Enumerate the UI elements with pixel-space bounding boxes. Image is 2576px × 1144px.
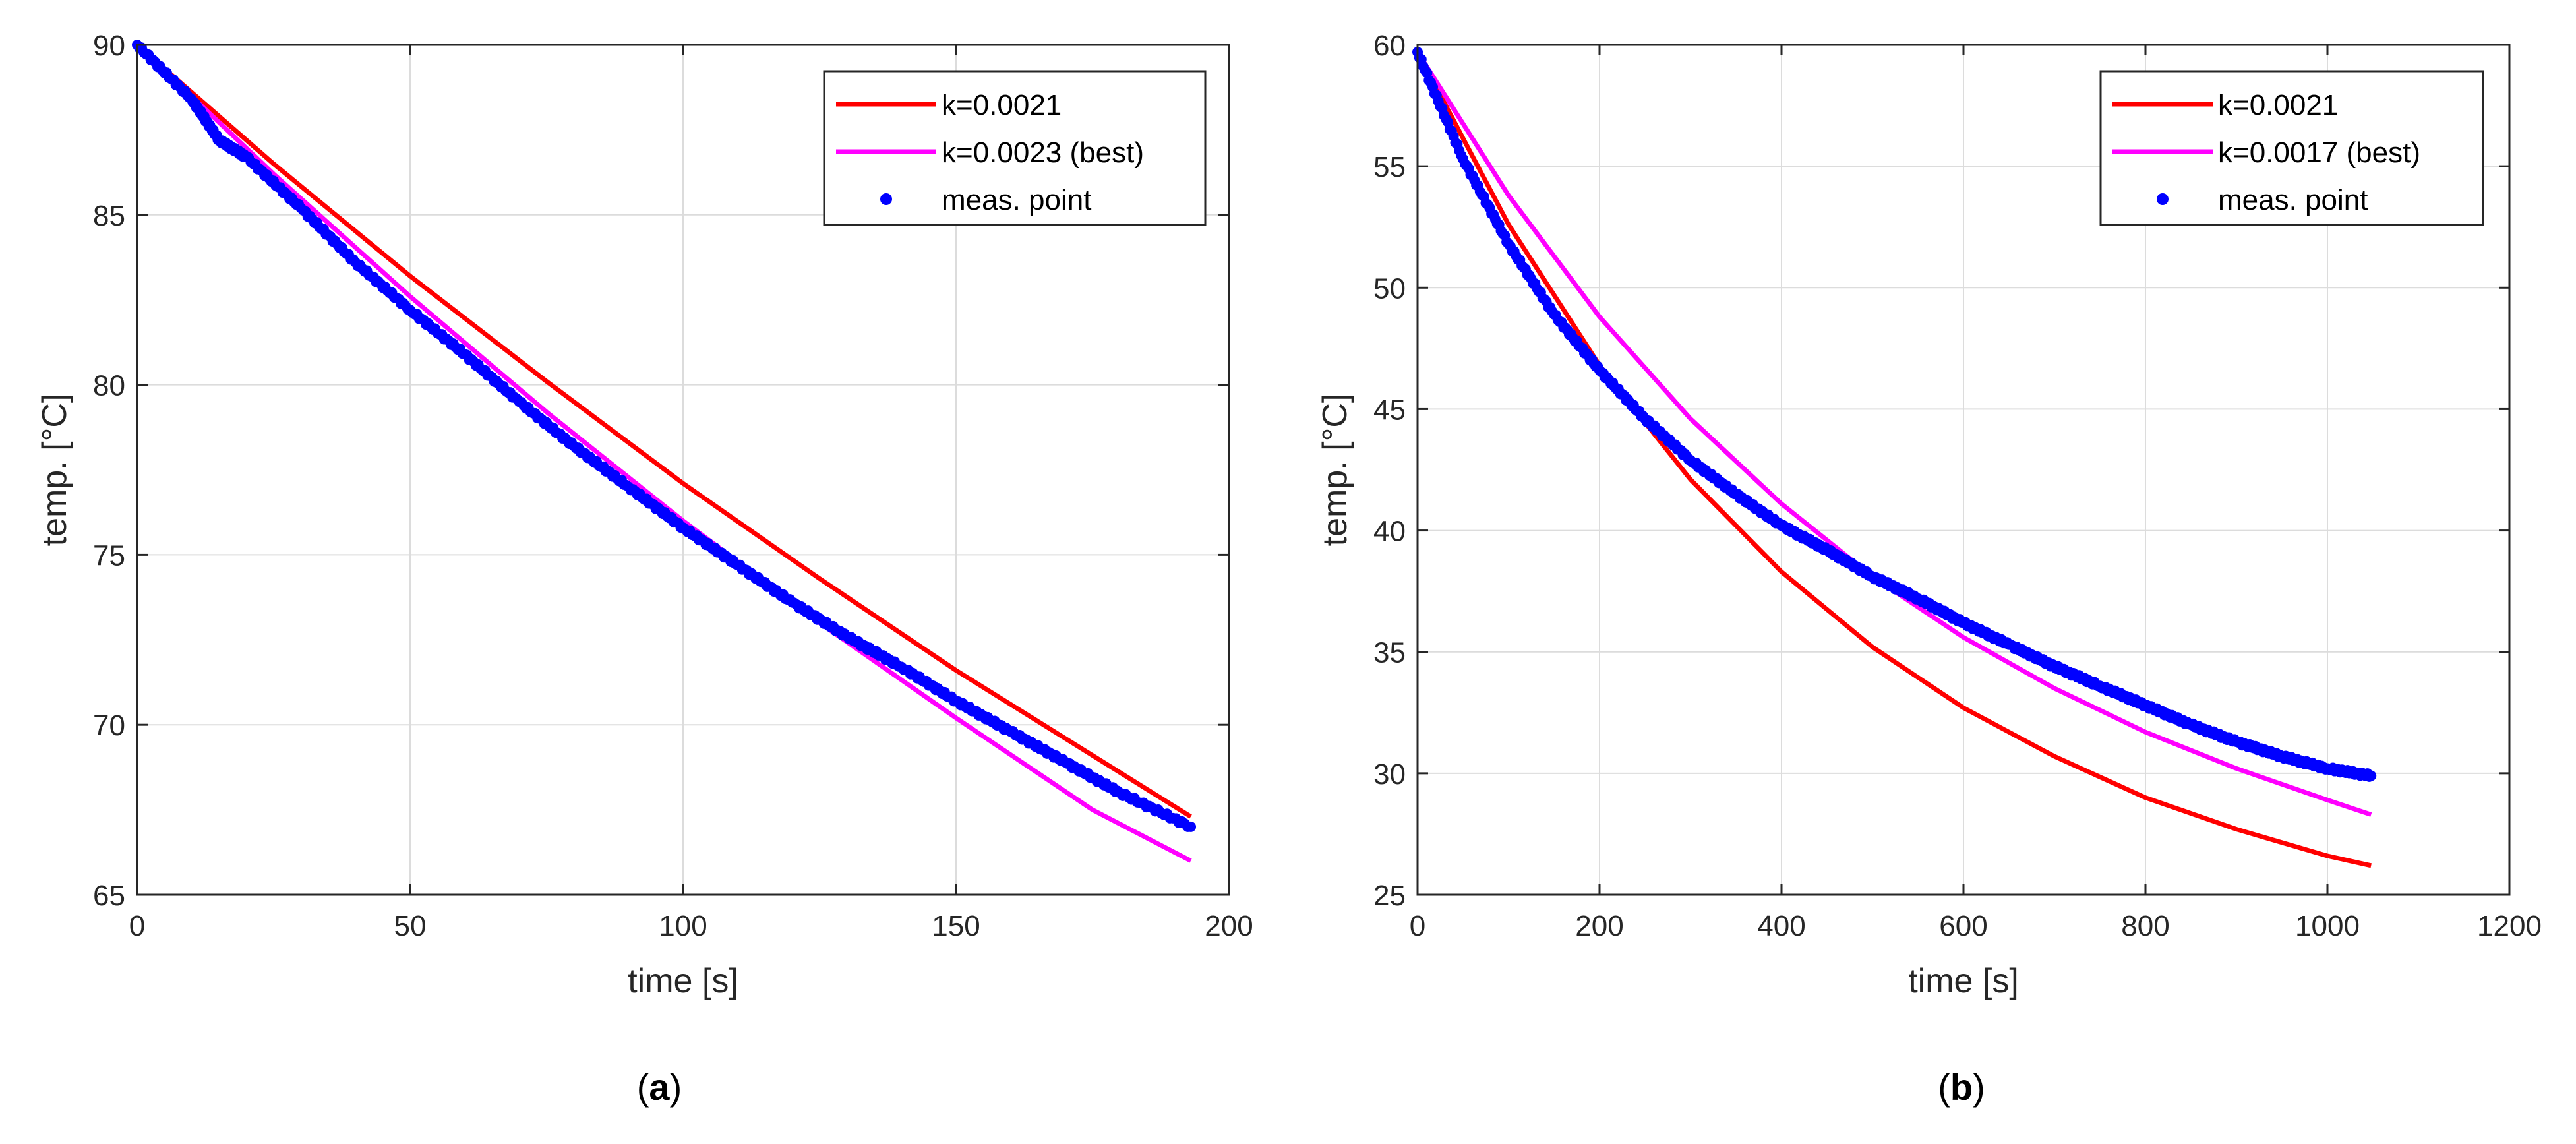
y-tick-label: 75 <box>93 539 125 572</box>
y-axis-label: temp. [°C] <box>1316 394 1354 547</box>
x-axis-label: time [s] <box>1908 962 2019 1000</box>
y-tick-label: 60 <box>1373 30 1406 62</box>
axes-box <box>136 44 1230 896</box>
caption-paren-close: ) <box>670 1066 682 1108</box>
series-line-0 <box>1415 51 2372 868</box>
y-axis-label: temp. [°C] <box>36 394 74 547</box>
y-tick-label: 65 <box>93 880 125 912</box>
legend-label: k=0.0023 (best) <box>942 136 1144 169</box>
legend-swatch-dot <box>2157 193 2169 205</box>
legend-label: k=0.0017 (best) <box>2218 136 2420 169</box>
y-tick-label: 25 <box>1373 880 1406 912</box>
y-tick-label: 70 <box>93 709 125 742</box>
figure-caption: (a) <box>637 1066 682 1108</box>
legend-label: meas. point <box>942 184 1091 216</box>
x-tick-label: 200 <box>1205 910 1253 942</box>
y-tick-label: 45 <box>1373 394 1406 426</box>
x-tick-label: 600 <box>1939 910 1987 942</box>
x-tick-label: 1200 <box>2477 910 2542 942</box>
x-tick-label: 0 <box>129 910 145 942</box>
chart-a: 0 50 100 150 200 65 70 75 80 85 90 k=0.0021 k=0.0023… <box>36 30 1253 1108</box>
caption-paren-close: ) <box>1973 1066 1985 1108</box>
y-tick-label: 55 <box>1373 151 1406 183</box>
y-tick-label: 40 <box>1373 516 1406 548</box>
x-axis-label: time [s] <box>628 962 738 1000</box>
y-tick-label: 80 <box>93 370 125 402</box>
x-tick-label: 150 <box>932 910 980 942</box>
legend: k=0.0021 k=0.0017 (best) meas. point <box>2099 70 2484 226</box>
y-tick-label: 30 <box>1373 758 1406 791</box>
legend-label: meas. point <box>2218 184 2368 216</box>
chart-b: 0 200 400 600 800 1000 1200 25 30 35 40 45 50 55 60 k=0… <box>1316 30 2542 1108</box>
figure-caption: (b) <box>1938 1066 1985 1108</box>
x-tick-label: 200 <box>1575 910 1623 942</box>
x-tick-label: 800 <box>2121 910 2169 942</box>
caption-letter: a <box>649 1066 670 1108</box>
axes-box <box>1416 44 2511 896</box>
x-tick-label: 0 <box>1410 910 1425 942</box>
caption-paren-open: ( <box>637 1066 649 1108</box>
y-tick-label: 35 <box>1373 637 1406 669</box>
caption-paren-open: ( <box>1938 1066 1950 1108</box>
series-line-0 <box>135 43 1192 819</box>
y-tick-label: 50 <box>1373 272 1406 305</box>
y-tick-label: 85 <box>93 200 125 232</box>
x-tick-label: 100 <box>659 910 707 942</box>
legend-swatch-dot <box>880 193 892 205</box>
legend-label: k=0.0021 <box>942 89 1062 121</box>
data-point <box>2366 770 2377 781</box>
x-tick-label: 50 <box>394 910 427 942</box>
x-tick-label: 400 <box>1757 910 1805 942</box>
data-point <box>1185 821 1197 832</box>
x-tick-label: 1000 <box>2295 910 2360 942</box>
series-measured-points <box>132 40 1197 832</box>
series-measured-points <box>1412 47 2377 782</box>
series-line-1 <box>1416 51 2372 817</box>
y-tick-label: 90 <box>93 30 125 62</box>
caption-letter: b <box>1950 1066 1973 1108</box>
legend: k=0.0021 k=0.0023 (best) meas. point <box>823 70 1207 226</box>
legend-label: k=0.0021 <box>2218 89 2338 121</box>
